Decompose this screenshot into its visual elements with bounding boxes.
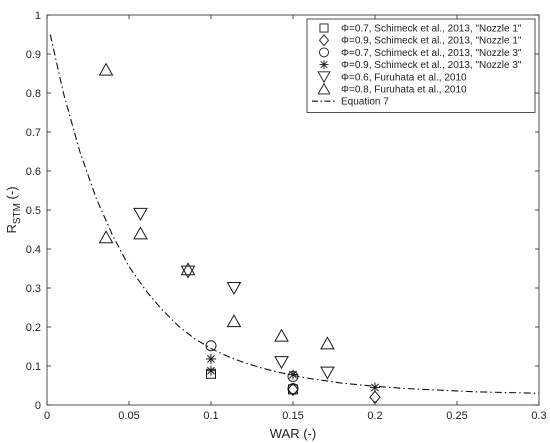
marker-shape <box>320 366 335 380</box>
asterisk-point <box>288 369 298 380</box>
marker-shape <box>319 47 329 58</box>
y-tick-label: 0.9 <box>26 49 41 61</box>
y-tick-label: 0.7 <box>26 127 41 139</box>
asterisk-point <box>206 353 216 364</box>
y-tick-label: 0.1 <box>26 361 41 373</box>
marker-shape <box>274 356 289 370</box>
data-markers <box>98 62 381 404</box>
y-tick-label: 0.2 <box>26 322 41 334</box>
y-axis-title-subscript: STM <box>12 203 23 224</box>
marker-shape <box>319 23 329 33</box>
diamond-point <box>369 390 381 404</box>
legend-box <box>306 18 536 113</box>
marker-shape <box>274 328 289 342</box>
triangle-up-point <box>226 314 242 328</box>
y-tick-label: 0.4 <box>26 244 41 256</box>
triangle-down-point <box>180 265 196 279</box>
axis-ticks: 0 0.05 0.1 0.15 0.2 0.25 0.3 0 0.1 0.2 0.3 0.4 0.5 0.… <box>26 10 547 422</box>
marker-shape <box>318 34 330 47</box>
legend-entry: Equation 7 <box>341 97 389 108</box>
marker-shape <box>320 61 328 69</box>
triangle-up-point <box>98 62 114 76</box>
legend-marker <box>319 23 329 33</box>
asterisk-point <box>206 365 216 376</box>
triangle-up-point <box>133 226 148 240</box>
marker-shape <box>226 282 242 296</box>
marker-shape <box>98 62 114 76</box>
y-tick-label: 0.8 <box>26 88 41 100</box>
marker-shape <box>205 340 217 352</box>
asterisk-point <box>370 382 380 393</box>
axis-titles: WAR (-) RSTM (-) <box>4 186 316 441</box>
y-axis-title-suffix: (-) <box>4 186 19 203</box>
legend-entry: Φ=0.8, Furuhata et al., 2010 <box>341 85 467 96</box>
legend-entry: Φ=0.6, Furuhata et al., 2010 <box>341 72 467 83</box>
marker-shape <box>180 262 196 276</box>
marker-shape <box>133 226 148 240</box>
marker-shape <box>320 336 335 350</box>
y-tick-label: 0.5 <box>26 205 41 217</box>
y-tick-label: 0.3 <box>26 283 41 295</box>
marker-shape <box>98 230 114 244</box>
marker-shape <box>133 207 148 221</box>
triangle-down-point <box>274 356 289 370</box>
legend-entry: Φ=0.9, Schimeck et al., 2013, "Nozzle 1" <box>341 36 522 47</box>
x-tick-label: 0.3 <box>531 410 546 422</box>
triangle-up-point <box>98 230 114 244</box>
triangle-up-point <box>320 336 335 350</box>
x-tick-label: 0.1 <box>203 410 218 422</box>
marker-shape <box>180 265 196 279</box>
x-axis-title: WAR (-) <box>270 426 316 441</box>
triangle-down-point <box>320 366 335 380</box>
legend-entry: Φ=0.7, Schimeck et al., 2013, "Nozzle 1" <box>341 24 522 35</box>
legend-marker <box>317 82 331 95</box>
triangle-up-point <box>274 328 289 342</box>
circle-point <box>205 340 217 352</box>
circle-point <box>287 383 299 395</box>
legend-marker <box>319 60 329 70</box>
x-tick-label: 0.25 <box>446 410 467 422</box>
legend-marker <box>317 71 331 84</box>
triangle-up-point <box>180 262 196 276</box>
marker-shape <box>317 82 331 95</box>
marker-shape <box>207 366 215 375</box>
marker-shape <box>289 370 297 379</box>
y-tick-label: 0.6 <box>26 166 41 178</box>
marker-shape <box>369 390 381 404</box>
x-tick-label: 0.15 <box>282 410 303 422</box>
legend-entry: Φ=0.7, Schimeck et al., 2013, "Nozzle 3" <box>341 48 522 59</box>
y-tick-label: 0 <box>35 400 41 412</box>
marker-shape <box>207 355 215 363</box>
x-tick-label: 0.05 <box>118 410 139 422</box>
marker-shape <box>226 314 242 328</box>
diamond-point <box>287 382 299 397</box>
marker-shape <box>287 382 299 397</box>
x-tick-label: 0.2 <box>367 410 382 422</box>
legend: Φ=0.7, Schimeck et al., 2013, "Nozzle 1"… <box>306 18 536 113</box>
marker-shape <box>371 383 379 392</box>
triangle-down-point <box>226 282 242 296</box>
triangle-down-point <box>133 207 148 221</box>
marker-shape <box>287 383 299 395</box>
y-axis-title: RSTM (-) <box>4 186 23 233</box>
marker-shape <box>317 71 331 84</box>
y-tick-label: 1 <box>35 10 41 22</box>
legend-marker <box>318 34 330 47</box>
y-axis-title-main: R <box>4 224 19 233</box>
legend-marker <box>319 47 329 58</box>
x-tick-label: 0 <box>44 410 50 422</box>
legend-entry: Φ=0.9, Schimeck et al., 2013, "Nozzle 3" <box>341 60 522 71</box>
